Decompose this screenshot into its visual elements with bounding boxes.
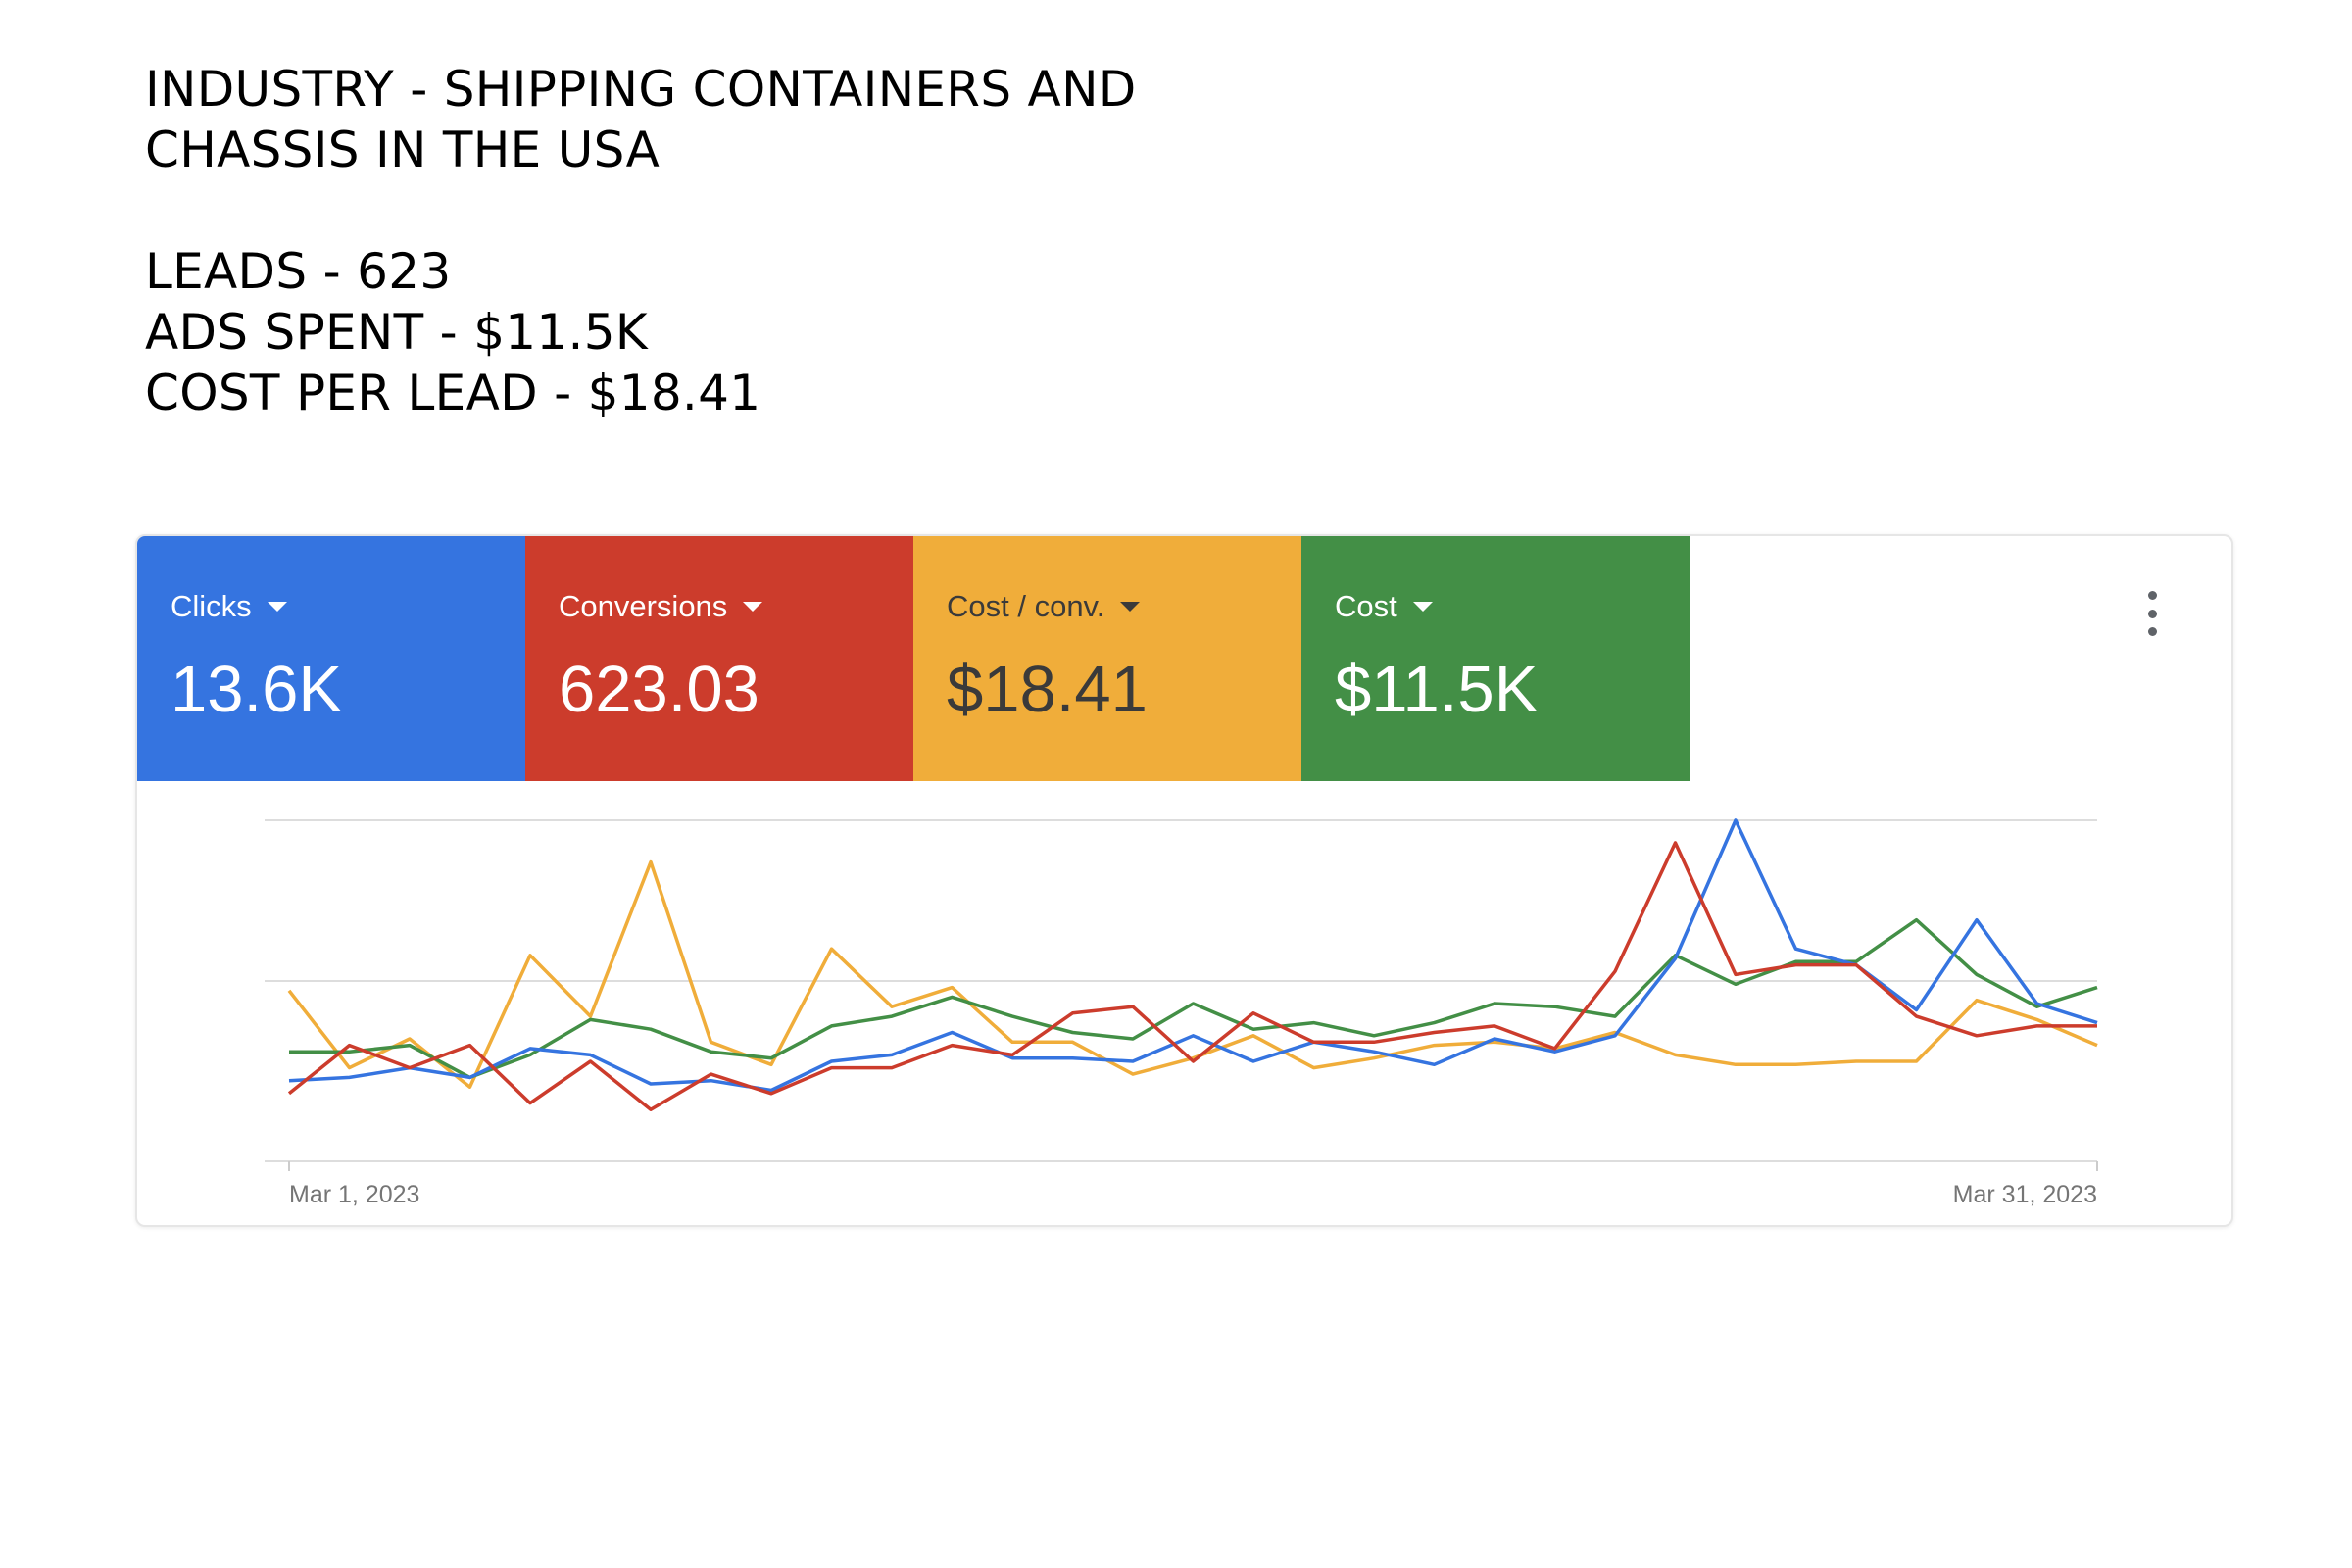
performance-chart-card: Clicks 13.6K Conversions 623.03 Cost / c… <box>135 534 2233 1227</box>
metric-value: 623.03 <box>559 653 760 726</box>
header-block: INDUSTRY - SHIPPING CONTAINERS AND CHASS… <box>145 59 1137 423</box>
series-line-1 <box>289 917 2098 1080</box>
metric-value: 13.6K <box>171 653 343 726</box>
metric-label: Cost / conv. <box>947 589 1105 623</box>
metric-tab-conversions[interactable]: Conversions 623.03 <box>525 536 913 781</box>
metric-label: Clicks <box>171 589 252 623</box>
metric-tab-clicks[interactable]: Clicks 13.6K <box>137 536 525 781</box>
dropdown-caret-icon[interactable] <box>267 602 287 612</box>
metric-header: Cost / conv. <box>947 589 1141 624</box>
metric-value: $18.41 <box>947 653 1148 726</box>
dropdown-caret-icon[interactable] <box>743 602 763 612</box>
line-chart: Mar 1, 2023 Mar 31, 2023 <box>265 818 2098 1208</box>
x-tick-label-start: Mar 1, 2023 <box>289 1181 419 1208</box>
metric-tab-cost[interactable]: Cost $11.5K <box>1301 536 1690 781</box>
series-line-2 <box>288 818 2098 1093</box>
x-tick-label-end: Mar 31, 2023 <box>1953 1181 2097 1208</box>
leads-stat: LEADS - 623 <box>145 243 452 300</box>
metric-label: Conversions <box>559 589 728 623</box>
metric-label: Cost <box>1335 589 1397 623</box>
series-line-0 <box>287 859 2098 1089</box>
dot <box>2147 591 2157 600</box>
metric-header: Clicks <box>171 589 287 624</box>
metric-tab-cost-per-conversion[interactable]: Cost / conv. $18.41 <box>913 536 1301 781</box>
metric-header: Conversions <box>559 589 763 624</box>
dropdown-caret-icon[interactable] <box>1120 602 1141 612</box>
ads-spent-stat: ADS SPENT - $11.5K <box>145 304 648 361</box>
dropdown-caret-icon[interactable] <box>1412 602 1433 612</box>
dot <box>2147 609 2157 618</box>
more-vert-icon[interactable] <box>2140 591 2164 636</box>
cost-per-lead-stat: COST PER LEAD - $18.41 <box>145 365 761 421</box>
series-line-3 <box>287 841 2097 1111</box>
dot <box>2147 627 2157 636</box>
metric-value: $11.5K <box>1335 653 1539 726</box>
metric-header: Cost <box>1335 589 1433 624</box>
metric-tabs: Clicks 13.6K Conversions 623.03 Cost / c… <box>137 536 1690 781</box>
industry-title-line-2: CHASSIS IN THE USA <box>145 122 661 178</box>
industry-title-line-1: INDUSTRY - SHIPPING CONTAINERS AND <box>145 61 1137 118</box>
